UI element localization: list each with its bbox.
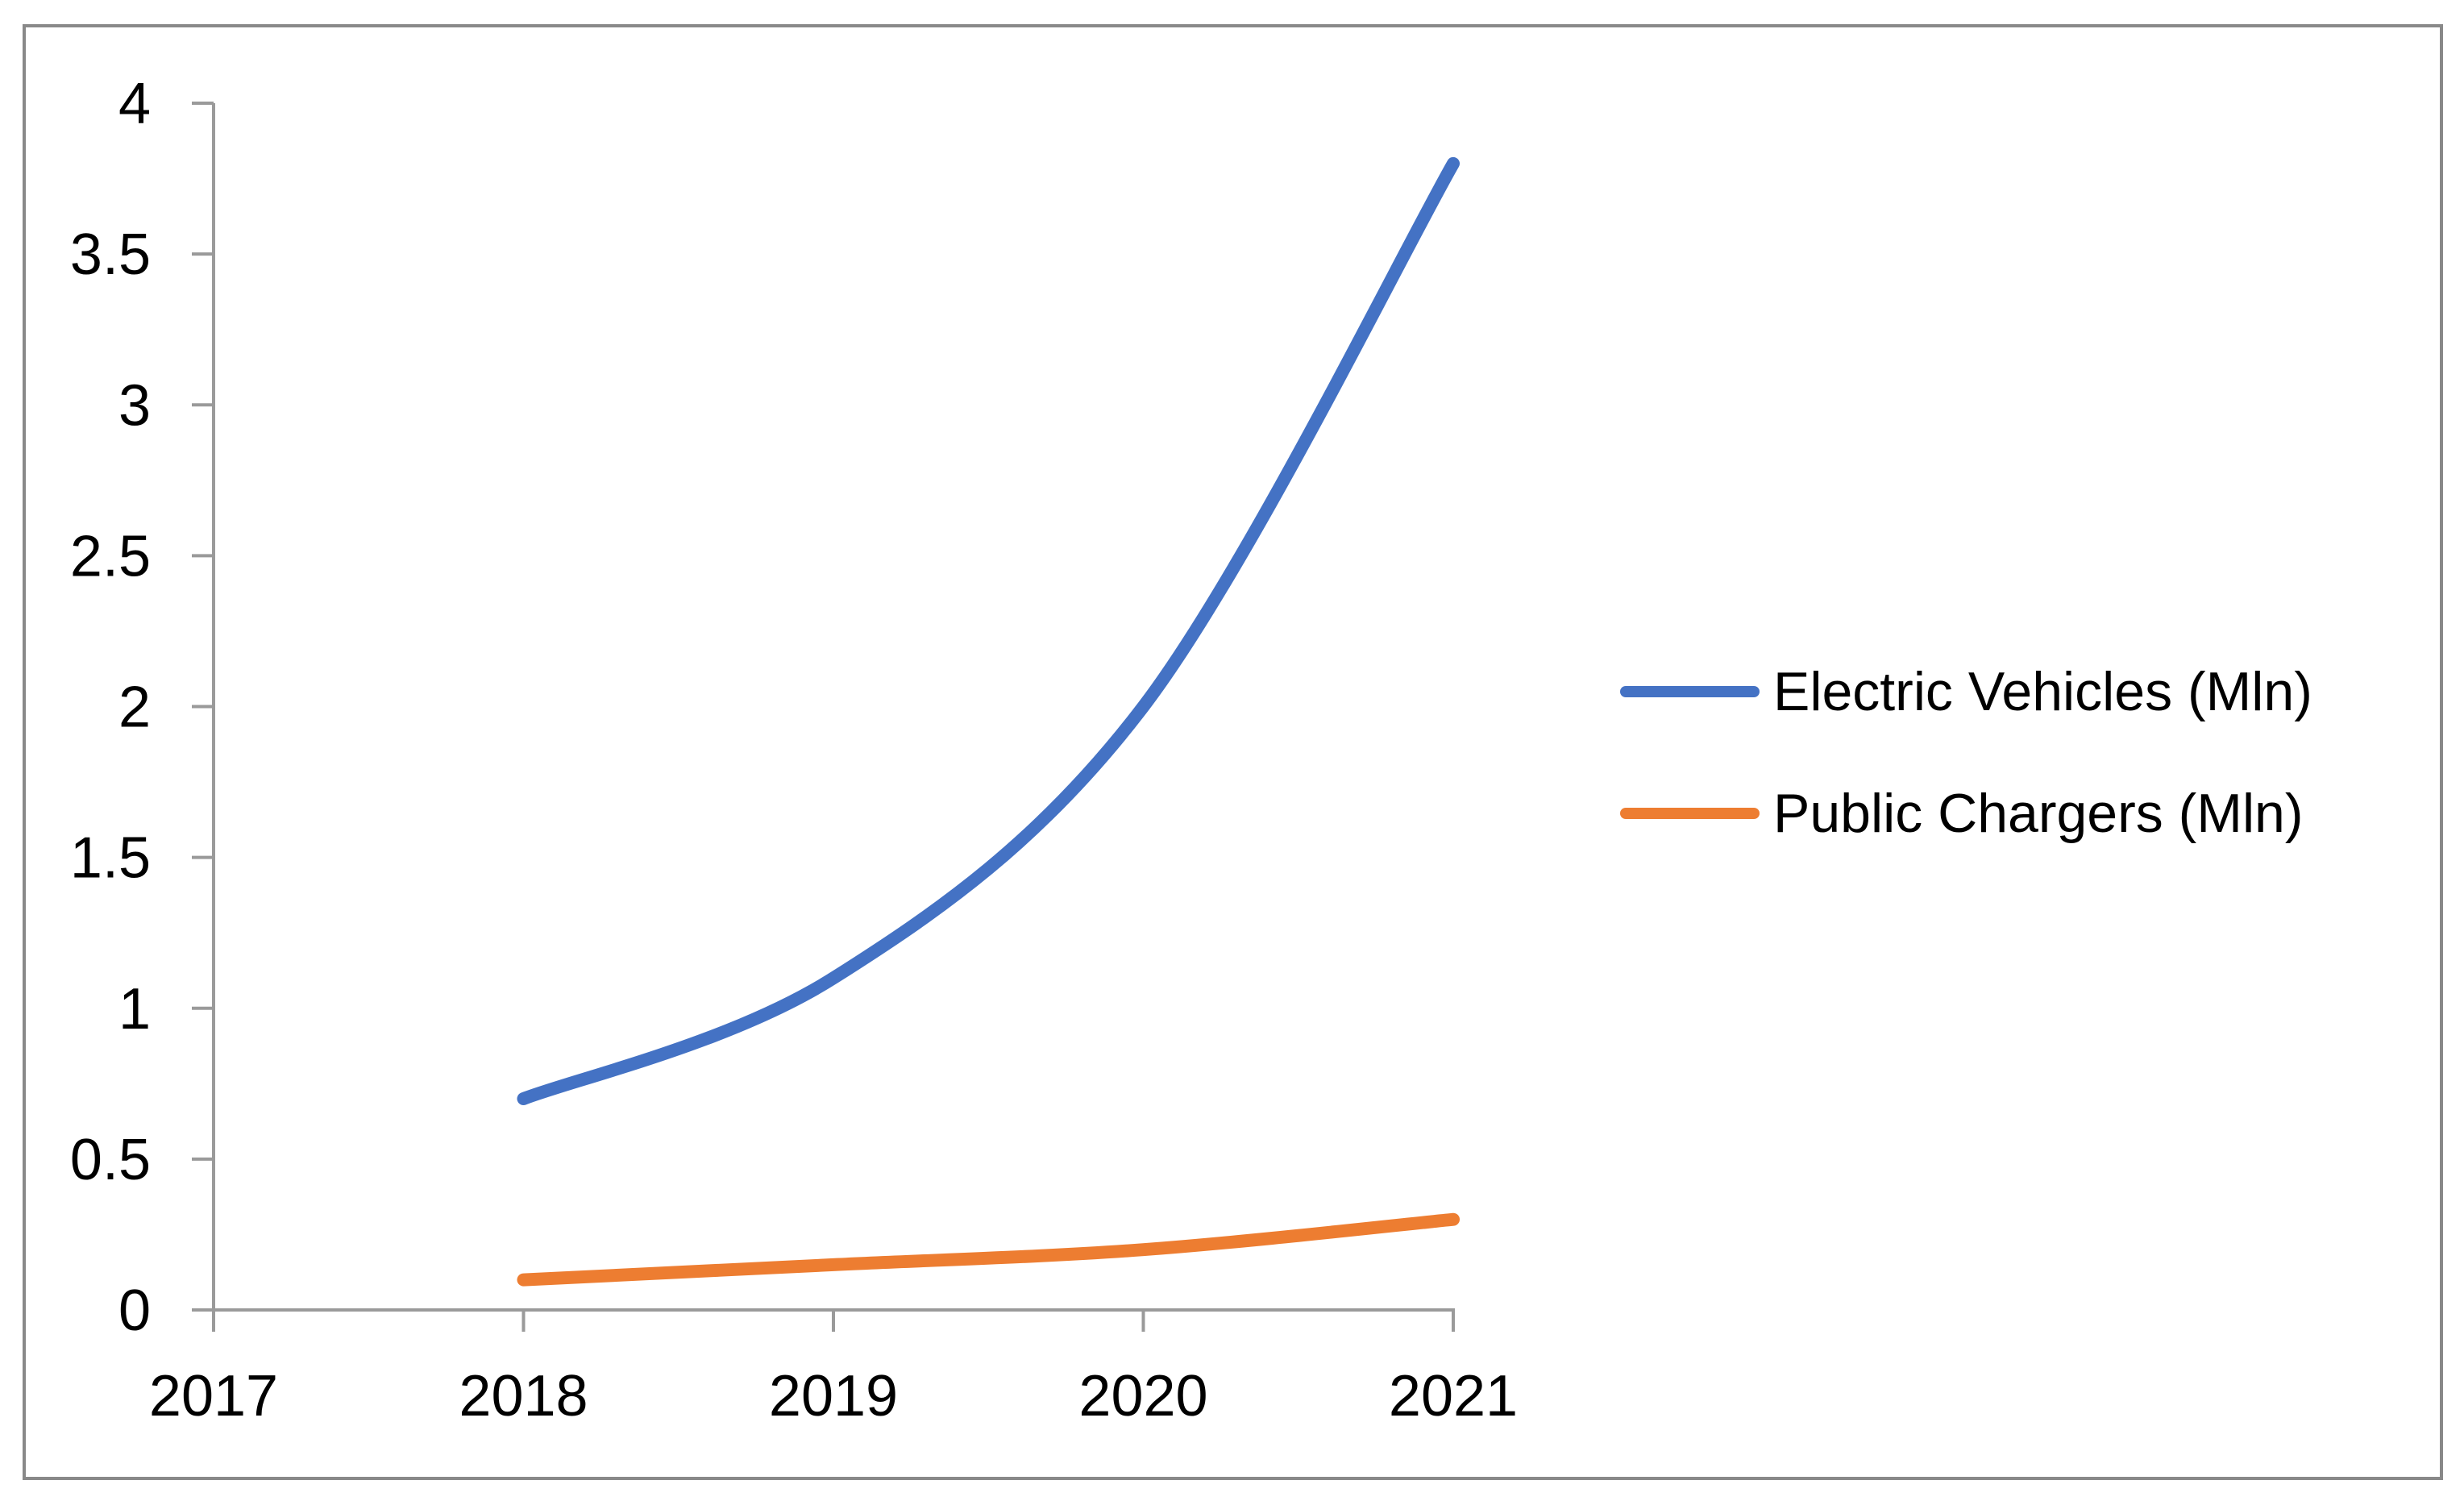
- legend-item-electric-vehicles: Electric Vehicles (Mln): [1620, 661, 2312, 722]
- legend-label-public-chargers: Public Chargers (Mln): [1773, 783, 2304, 844]
- x-axis-tick-label: 2021: [1389, 1364, 1518, 1428]
- series-line-electric-vehicles: [517, 156, 1460, 1105]
- x-axis-tick-label: 2018: [459, 1364, 588, 1428]
- y-axis-tick-label: 3.5: [70, 222, 151, 287]
- x-axis-tick-label: 2020: [1078, 1364, 1207, 1428]
- series-line-public-chargers: [517, 1212, 1460, 1287]
- y-axis-tick-label: 2: [118, 676, 151, 740]
- y-axis-tick-label: 3: [118, 373, 151, 438]
- y-axis-tick-label: 4: [118, 72, 151, 136]
- legend-item-public-chargers: Public Chargers (Mln): [1620, 783, 2304, 844]
- y-axis-tick-label: 0: [118, 1279, 151, 1343]
- legend-label-electric-vehicles: Electric Vehicles (Mln): [1773, 661, 2312, 722]
- y-axis-tick-label: 1.5: [70, 826, 151, 891]
- legend-swatch-public-chargers-icon: [1620, 808, 1760, 819]
- y-axis-tick-label: 0.5: [70, 1128, 151, 1192]
- chart-border-frame: [23, 24, 2443, 1480]
- y-axis-tick-label: 1: [118, 977, 151, 1042]
- x-axis-tick-label: 2017: [149, 1364, 278, 1428]
- x-axis-tick-label: 2019: [769, 1364, 898, 1428]
- y-axis-tick-label: 2.5: [70, 524, 151, 588]
- legend-swatch-electric-vehicles-icon: [1620, 686, 1760, 697]
